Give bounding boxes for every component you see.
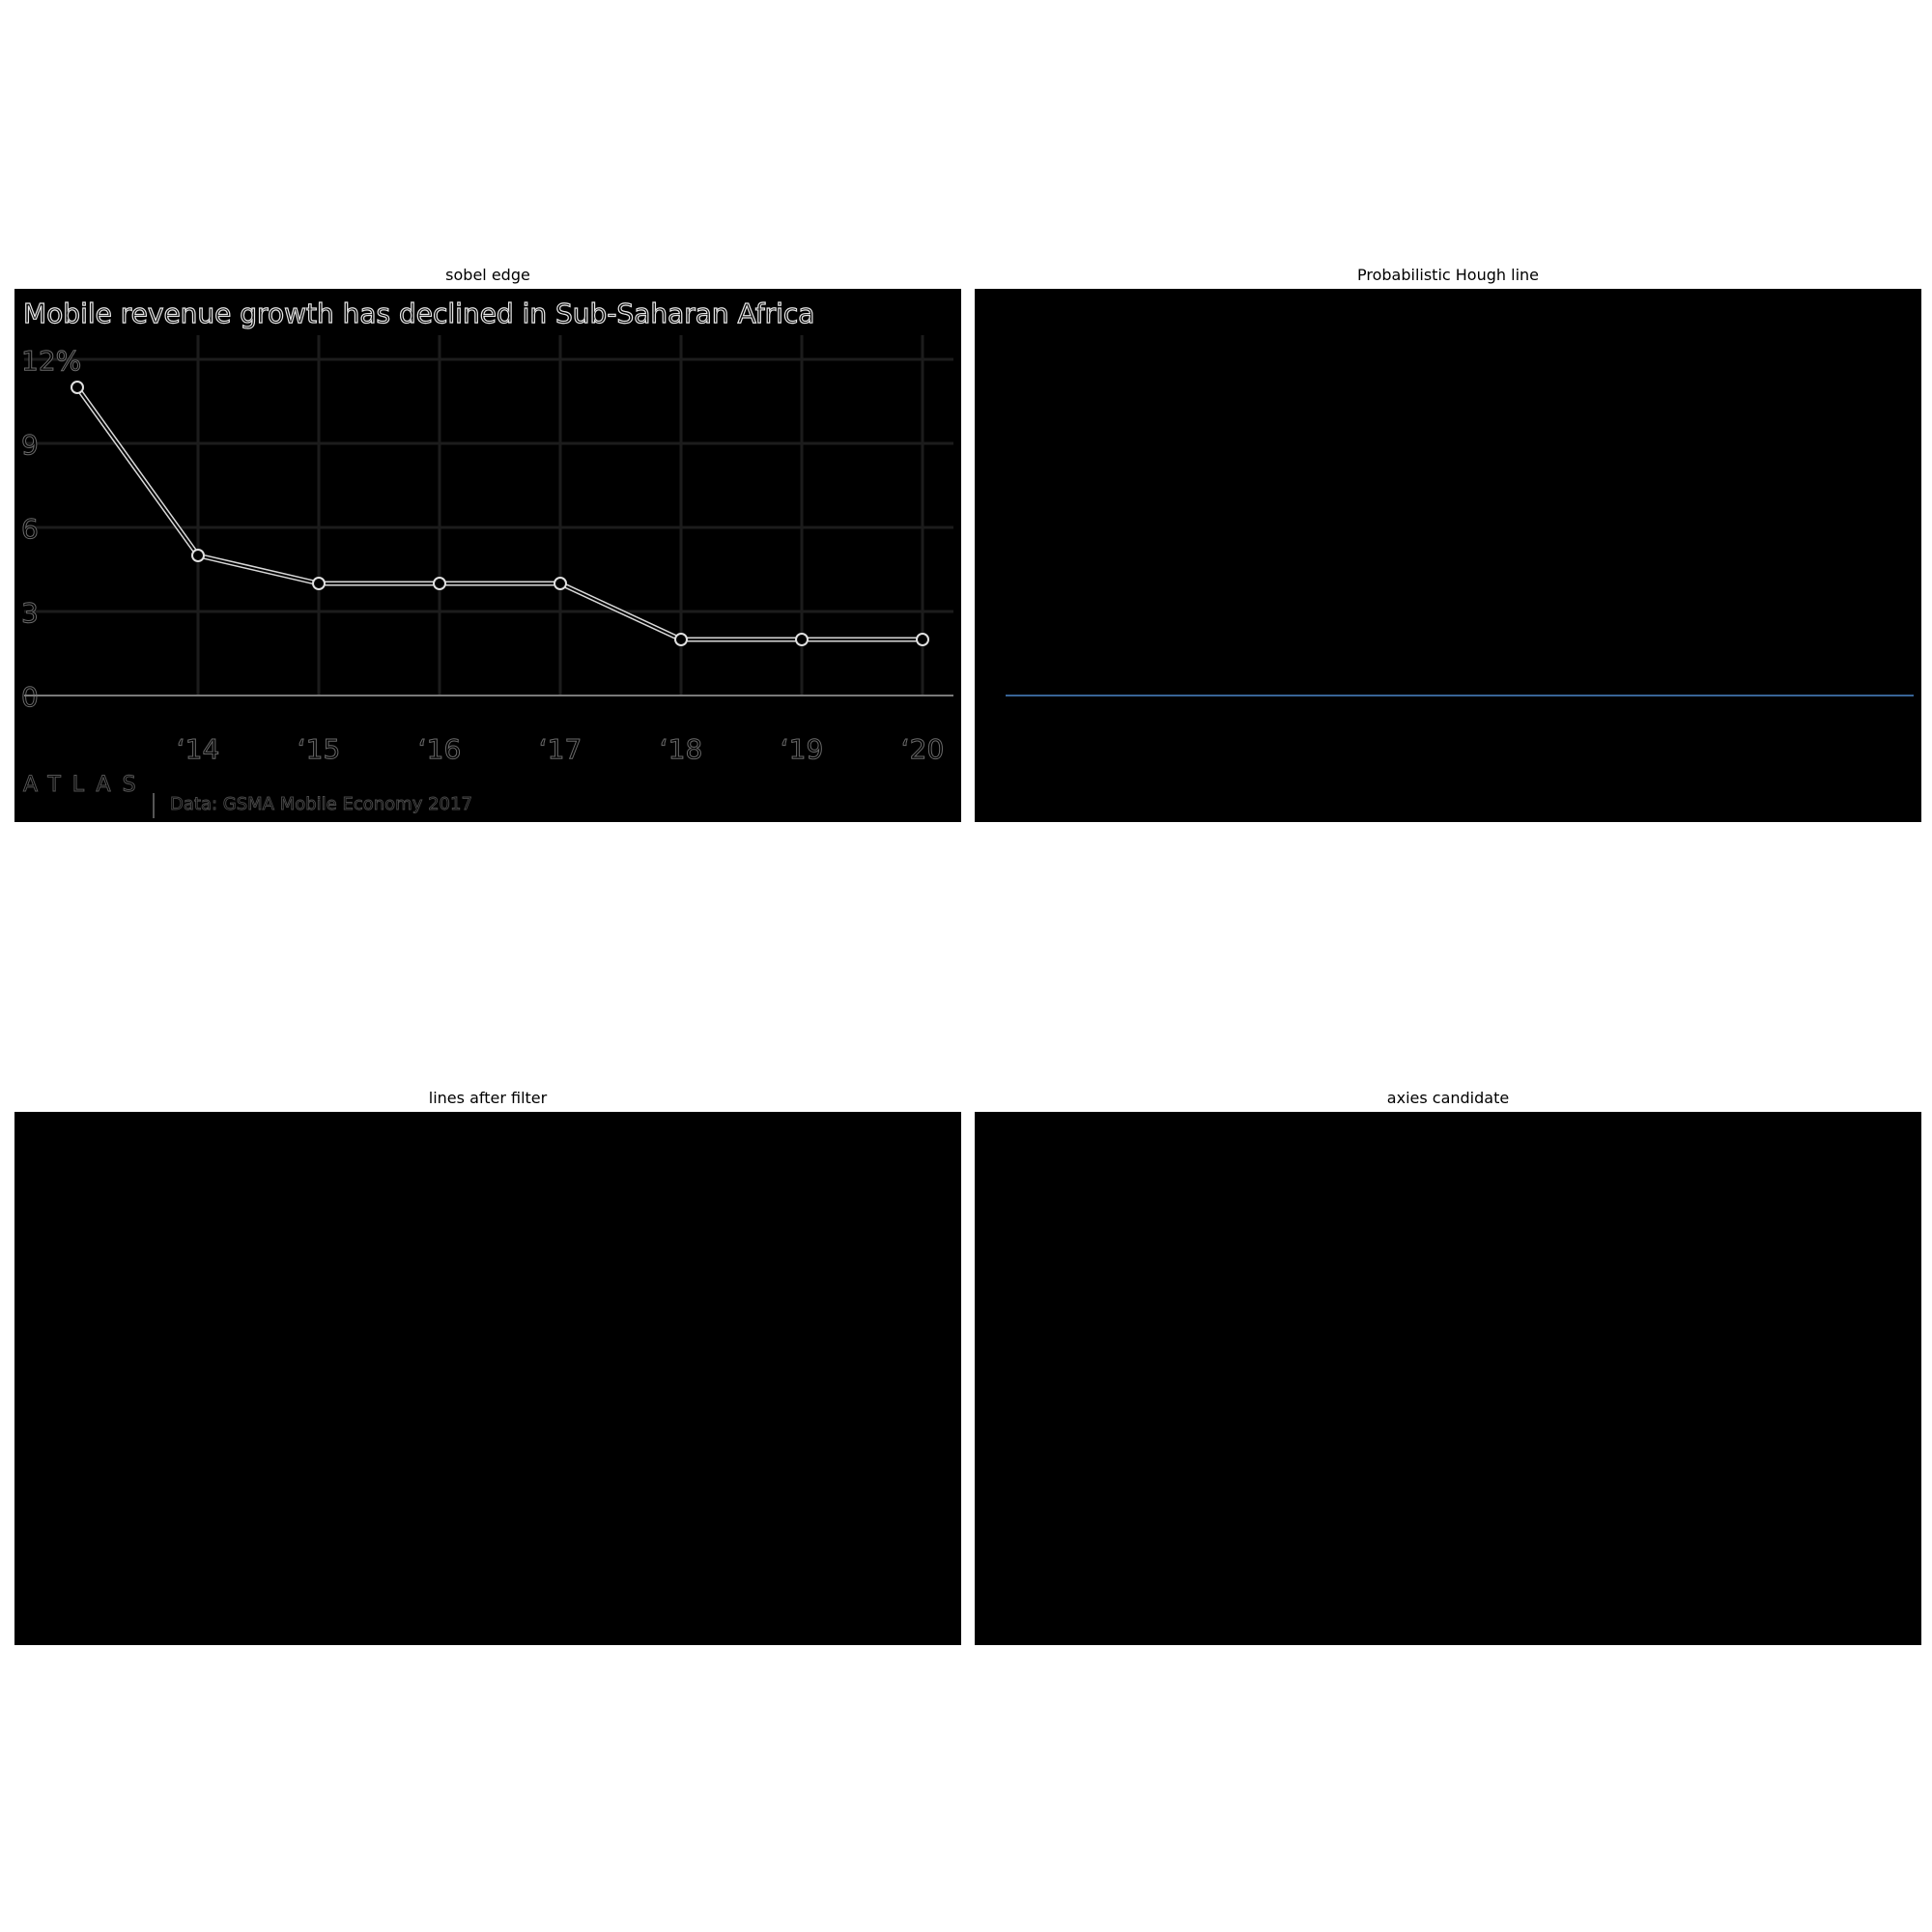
data-point	[433, 577, 446, 590]
data-point	[191, 549, 205, 562]
hough-line-panel	[975, 289, 1921, 822]
filtered-panel-title: lines after filter	[428, 1089, 548, 1107]
chart-source: Data: GSMA Mobile Economy 2017	[170, 794, 472, 814]
x-tick-label: ‘15	[298, 733, 341, 765]
sobel-panel-title: sobel edge	[445, 266, 530, 284]
data-point	[312, 577, 326, 590]
x-tick-label: ‘14	[177, 733, 220, 765]
y-tick-label: 3	[21, 597, 39, 629]
data-point	[554, 577, 567, 590]
y-tick-label: 12%	[21, 345, 81, 377]
lines-after-filter-panel	[14, 1112, 961, 1645]
series-line	[76, 386, 923, 640]
x-tick-label: ‘20	[901, 733, 945, 765]
x-tick-label: ‘17	[539, 733, 582, 765]
atlas-logo: ATLAS	[23, 773, 148, 798]
data-point	[674, 633, 688, 646]
sobel-chart: 0 3 6 9 12% ‘14 ‘15 ‘16 ‘17 ‘18 ‘19 ‘20 Mobile reve…	[21, 297, 953, 818]
data-point	[795, 633, 809, 646]
sobel-edge-panel: 0 3 6 9 12% ‘14 ‘15 ‘16 ‘17 ‘18 ‘19 ‘20 Mobile reve…	[14, 289, 961, 822]
data-point	[71, 381, 84, 394]
x-tick-label: ‘18	[660, 733, 703, 765]
chart-title: Mobile revenue growth has declined in Su…	[23, 298, 814, 329]
axes-panel-title: axies candidate	[1386, 1089, 1510, 1107]
x-tick-label: ‘19	[781, 733, 824, 765]
hough-svg	[1006, 695, 1914, 696]
atlas-logo-text: ATLAS	[23, 773, 148, 797]
axes-candidate-panel	[975, 1112, 1921, 1645]
y-tick-label: 9	[21, 429, 39, 461]
y-tick-label: 6	[21, 513, 39, 545]
x-tick-label: ‘16	[418, 733, 462, 765]
y-tick-label: 0	[21, 681, 39, 713]
hough-panel-title: Probabilistic Hough line	[1357, 266, 1539, 284]
series-line-outline	[74, 385, 923, 642]
data-point	[916, 633, 929, 646]
